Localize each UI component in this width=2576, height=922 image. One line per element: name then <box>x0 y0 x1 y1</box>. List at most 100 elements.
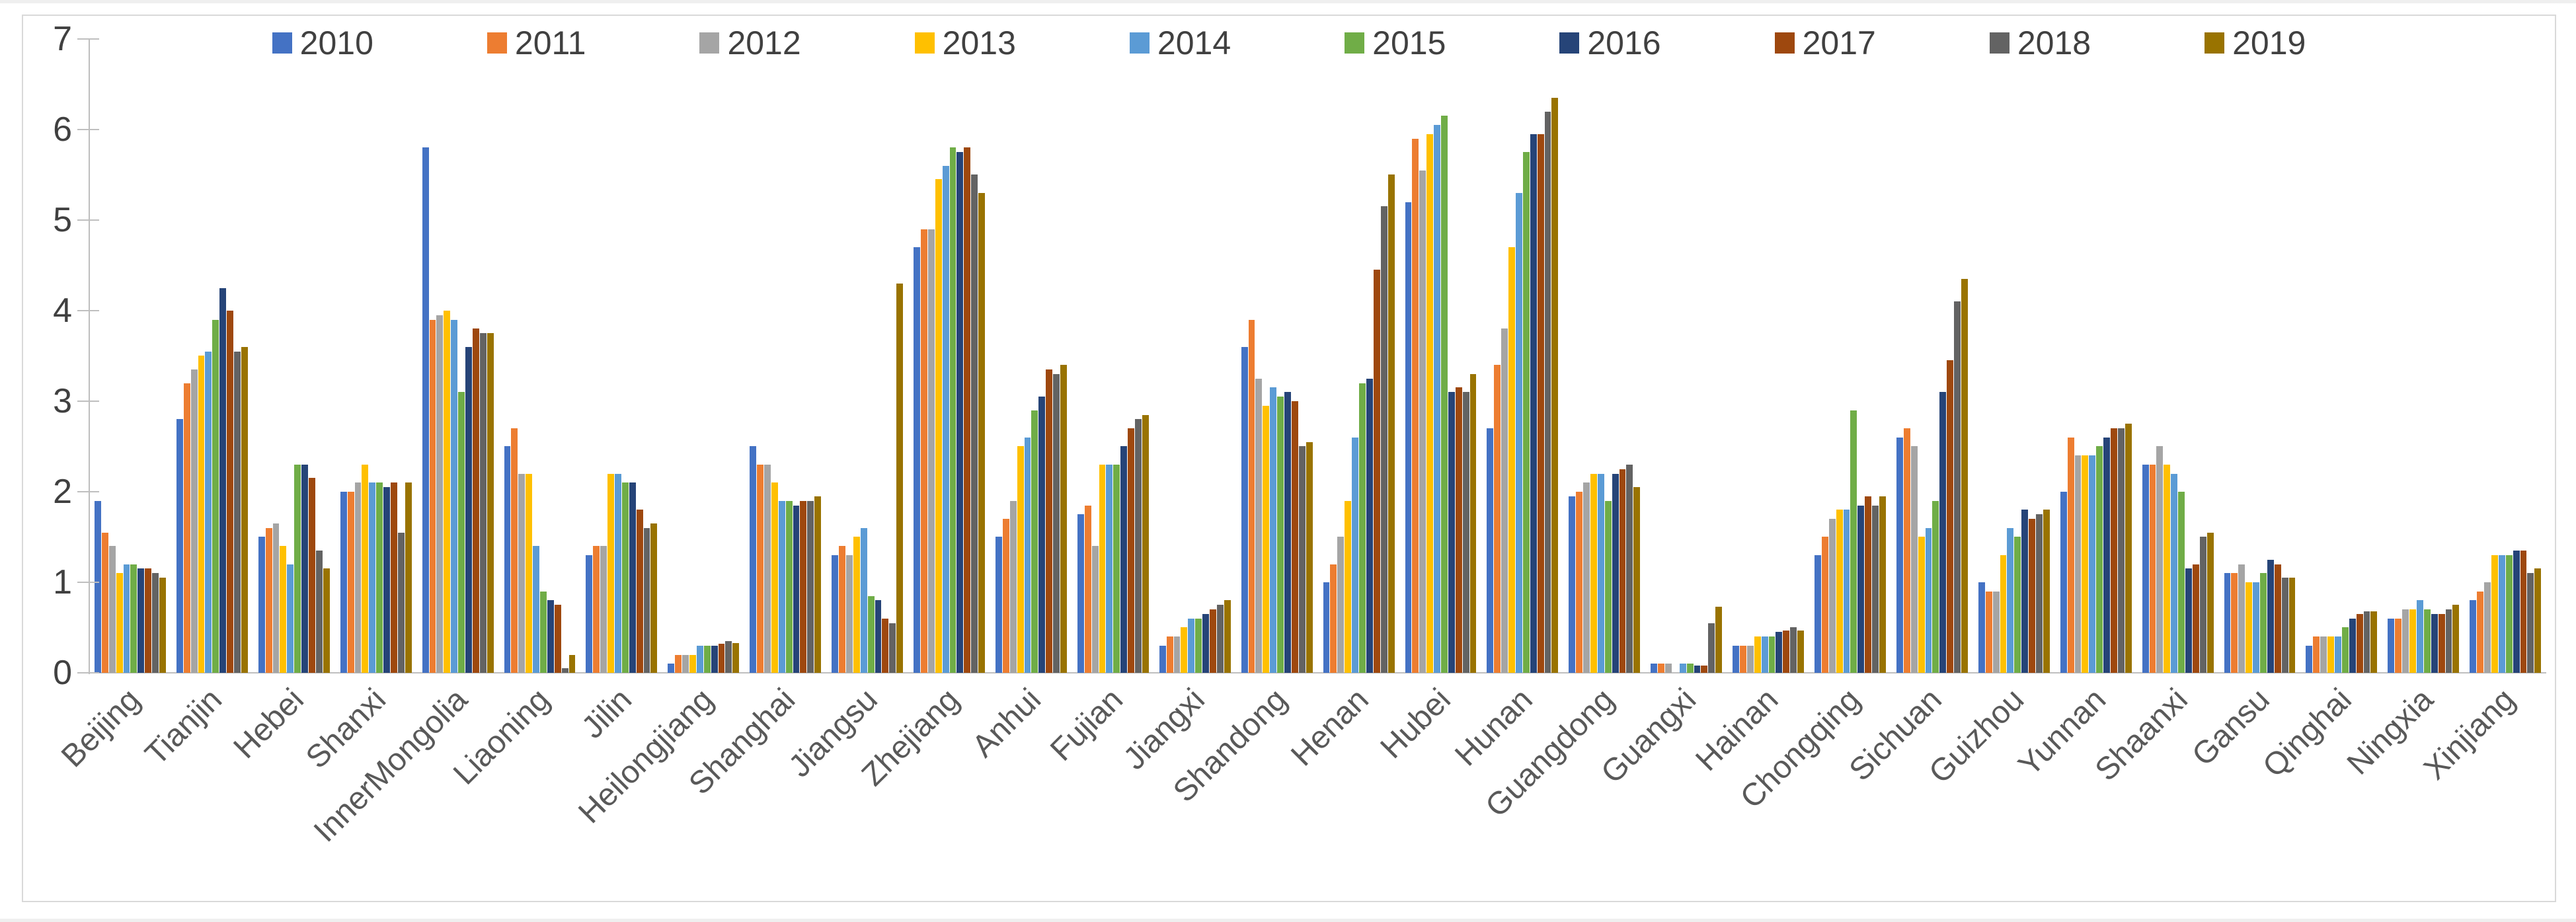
bar-Ningxia-2014 <box>2416 600 2423 673</box>
bar-Zhejiang-2015 <box>949 147 956 673</box>
bar-Guangxi-2015 <box>1686 664 1694 673</box>
y-axis-tick <box>77 582 99 583</box>
bar-Guizhou-2015 <box>2014 537 2021 673</box>
bar-Shandong-2011 <box>1248 320 1255 673</box>
bar-Fujian-2010 <box>1077 514 1084 673</box>
bar-Jiangsu-2019 <box>896 284 904 673</box>
bar-Hebei-2014 <box>287 564 294 673</box>
legend-item-2017: 2017 <box>1774 26 1876 59</box>
legend-label: 2012 <box>727 24 801 61</box>
bar-Shanxi-2012 <box>354 482 362 673</box>
bar-Heilongjiang-2012 <box>682 655 689 673</box>
y-axis-tick <box>77 401 99 402</box>
bar-Guizhou-2010 <box>1978 582 1985 673</box>
bar-Guangxi-2014 <box>1679 664 1686 673</box>
bar-Shanxi-2013 <box>362 465 369 673</box>
bar-Tianjin-2014 <box>205 352 212 673</box>
legend-label: 2014 <box>1157 24 1231 61</box>
legend-swatch-icon <box>487 32 507 54</box>
bar-Fujian-2013 <box>1099 465 1106 673</box>
bar-Liaoning-2011 <box>511 428 518 673</box>
bar-Chongqing-2015 <box>1850 410 1857 673</box>
bar-Chongqing-2010 <box>1815 555 1821 673</box>
y-tick-label: 4 <box>53 291 72 330</box>
legend-item-2019: 2019 <box>2205 26 2306 59</box>
bar-Qinghai-2012 <box>2320 636 2327 673</box>
legend-swatch-icon <box>1989 32 2010 54</box>
legend-item-2015: 2015 <box>1345 26 1446 59</box>
bar-Shanghai-2010 <box>750 446 757 673</box>
bar-Liaoning-2018 <box>561 668 568 673</box>
bar-Jilin-2013 <box>607 474 614 673</box>
bar-Hunan-2012 <box>1501 328 1508 673</box>
bar-Shaanxi-2013 <box>2164 465 2171 673</box>
plot-area: 0 1 2 3 4 5 6 7 Beijing Tianjin Hebei Shanxi InnerMo… <box>23 16 2555 901</box>
bar-Shanghai-2018 <box>807 501 814 673</box>
bar-Jiangxi-2010 <box>1159 646 1166 673</box>
bar-Jiangsu-2012 <box>845 555 853 673</box>
bar-Ningxia-2013 <box>2409 609 2416 673</box>
bar-Yunnan-2010 <box>2060 492 2067 673</box>
bar-Heilongjiang-2016 <box>711 646 718 673</box>
bar-group-Qinghai <box>2300 39 2382 673</box>
bar-Shanghai-2013 <box>771 482 778 673</box>
bar-Shanxi-2017 <box>390 482 397 673</box>
bar-InnerMongolia-2014 <box>451 320 458 673</box>
bar-Sichuan-2013 <box>1918 537 1925 673</box>
bar-InnerMongolia-2016 <box>465 347 472 673</box>
bar-Henan-2019 <box>1387 174 1395 673</box>
bar-Xinjiang-2016 <box>2513 551 2520 673</box>
y-axis-tick <box>77 129 99 130</box>
bar-group-Heilongjiang <box>662 39 744 673</box>
bar-group-Guangdong <box>1563 39 1645 673</box>
bar-InnerMongolia-2019 <box>487 333 494 673</box>
bar-Guangxi-2012 <box>1665 664 1672 673</box>
bar-Hainan-2014 <box>1761 636 1768 673</box>
bar-Hubei-2018 <box>1462 392 1469 673</box>
x-axis-line <box>89 672 2546 673</box>
bar-Zhejiang-2012 <box>927 229 935 673</box>
bar-group-Hunan <box>1481 39 1563 673</box>
bar-group-Jilin <box>580 39 662 673</box>
bar-Shanghai-2015 <box>785 501 793 673</box>
bar-Jiangsu-2018 <box>889 623 896 673</box>
bar-Ningxia-2010 <box>2388 619 2395 673</box>
bar-Yunnan-2012 <box>2074 455 2082 673</box>
bar-Hainan-2012 <box>1746 646 1754 673</box>
legend-swatch-icon <box>2205 32 2225 54</box>
bar-Qinghai-2015 <box>2341 627 2349 673</box>
x-axis-label-Henan: Henan <box>1284 681 1376 773</box>
bar-Beijing-2017 <box>145 568 152 673</box>
bar-Jilin-2015 <box>621 482 629 673</box>
x-axis-label-Xinjiang: Xinjiang <box>2417 681 2522 787</box>
bar-Shanxi-2019 <box>405 482 412 673</box>
bar-Shaanxi-2015 <box>2178 492 2185 673</box>
bar-Jiangsu-2010 <box>832 555 839 673</box>
bar-Hainan-2017 <box>1783 631 1790 673</box>
bar-Hunan-2017 <box>1537 134 1544 673</box>
x-axis-label-Qinghai: Qinghai <box>2256 681 2359 785</box>
legend-label: 2016 <box>1587 24 1661 61</box>
bar-InnerMongolia-2011 <box>429 320 436 673</box>
bar-Guangdong-2013 <box>1590 474 1597 673</box>
bar-Yunnan-2015 <box>2096 446 2103 673</box>
bar-Gansu-2013 <box>2245 582 2253 673</box>
bar-Hubei-2010 <box>1405 202 1412 673</box>
bar-Qinghai-2018 <box>2363 611 2370 673</box>
bar-Guangdong-2011 <box>1576 492 1583 673</box>
bar-Fujian-2016 <box>1120 446 1128 673</box>
bar-Tianjin-2013 <box>198 356 205 673</box>
bar-Ningxia-2011 <box>2395 619 2402 673</box>
bar-Jiangsu-2017 <box>882 619 889 673</box>
x-axis-label-Fujian: Fujian <box>1044 681 1130 768</box>
bar-group-Chongqing <box>1809 39 1891 673</box>
bar-Ningxia-2017 <box>2438 614 2445 673</box>
bar-InnerMongolia-2015 <box>458 392 465 673</box>
bar-Liaoning-2014 <box>533 546 539 673</box>
bar-Jiangsu-2014 <box>860 528 867 673</box>
bar-Henan-2011 <box>1330 564 1337 673</box>
legend-label: 2019 <box>2232 24 2306 61</box>
bar-Jiangxi-2011 <box>1166 636 1173 673</box>
bar-Jilin-2012 <box>600 546 607 673</box>
bar-Jiangsu-2011 <box>839 546 845 673</box>
